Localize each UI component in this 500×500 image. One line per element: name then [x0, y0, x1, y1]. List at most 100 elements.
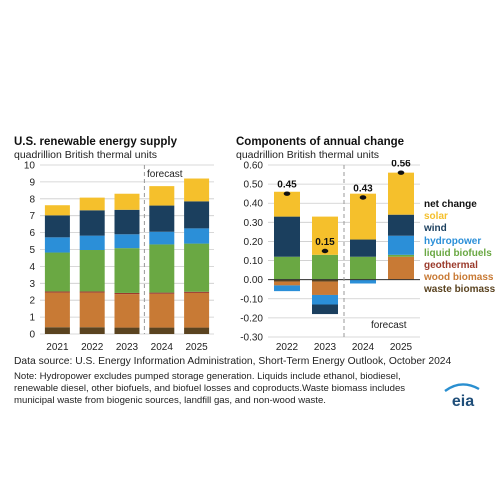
y-tick-label: 2 — [29, 296, 35, 307]
forecast-label: forecast — [371, 320, 407, 331]
y-tick-label: 10 — [24, 161, 36, 172]
bar-geothermal-2023 — [114, 292, 140, 295]
chart-legend: net change solar wind hydropower liquid … — [424, 199, 495, 297]
y-tick-label: 6 — [29, 228, 35, 239]
bar-wind-2022 — [79, 210, 105, 236]
bar-geothermal-2024 — [149, 292, 175, 294]
right-chart-subtitle: quadrillion British thermal units — [236, 149, 379, 161]
bar-hydropower-2024 — [350, 279, 376, 284]
bar-wind-2024 — [149, 205, 175, 232]
legend-geothermal: geothermal — [424, 260, 478, 272]
bar-hydropower-2021 — [44, 237, 70, 253]
bar-hydropower-2022 — [274, 285, 300, 292]
bar-hydropower-2023 — [114, 234, 140, 249]
bar-liquid-biofuels-2023 — [312, 254, 338, 280]
net-change-marker-2025 — [397, 170, 405, 175]
bar-solar-2023 — [312, 216, 338, 255]
bar-wind-2021 — [44, 215, 70, 238]
eia-logo: eia — [444, 383, 480, 410]
legend-solar: solar — [424, 211, 448, 223]
renewable-supply-chart: 0 1 2 3 4 5 6 7 8 9 10 2021 2022 2023 2024 2025 forecast — [24, 161, 214, 353]
bar-liquid-biofuels-2025 — [388, 254, 414, 257]
legend-liquid-biofuels: liquid biofuels — [424, 247, 492, 259]
bar-wind-2024 — [350, 239, 376, 257]
net-change-marker-2024 — [359, 195, 367, 200]
bar-liquid-biofuels-2021 — [44, 252, 70, 292]
bar-wood-biomass-2025 — [388, 256, 414, 280]
bar-solar-2024 — [350, 193, 376, 240]
net-change-label-2023: 0.15 — [315, 237, 335, 248]
bar-geothermal-2022 — [79, 291, 105, 293]
bar-wood-biomass-2024 — [149, 293, 175, 328]
bar-waste-biomass-2022 — [274, 279, 300, 282]
bar-wind-2023 — [114, 209, 140, 235]
bar-liquid-biofuels-2022 — [274, 256, 300, 280]
bar-wood-biomass-2022 — [79, 292, 105, 328]
y-tick-label: 8 — [29, 194, 35, 205]
bar-wood-biomass-2022 — [274, 281, 300, 286]
y-tick-label: 0.20 — [244, 237, 264, 248]
legend-waste-biomass: waste biomass — [424, 284, 496, 296]
y-tick-label: -0.10 — [240, 294, 263, 305]
y-tick-label: 4 — [29, 262, 35, 273]
net-change-marker-2023 — [321, 248, 329, 254]
x-tick-label: 2024 — [151, 342, 174, 353]
x-tick-label: 2023 — [314, 342, 337, 353]
bar-wood-biomass-2023 — [114, 294, 140, 328]
x-tick-label: 2025 — [390, 342, 413, 353]
bar-solar-2022 — [274, 191, 300, 217]
x-tick-label: 2024 — [352, 342, 375, 353]
left-chart-title: U.S. renewable energy supply — [14, 136, 177, 148]
bar-solar-2021 — [44, 205, 70, 216]
y-tick-label: 0.50 — [244, 180, 264, 191]
y-tick-label: -0.30 — [240, 333, 263, 344]
bar-hydropower-2025 — [388, 235, 414, 255]
bar-waste-biomass-2022 — [79, 327, 105, 334]
bar-wood-biomass-2021 — [44, 292, 70, 328]
annual-change-chart: -0.30 -0.20 -0.10 0.00 0.10 0.20 0.30 0.40 0.50 0… — [240, 160, 420, 353]
x-tick-label: 2025 — [185, 342, 208, 353]
net-change-marker-2022 — [283, 191, 291, 196]
bar-hydropower-2022 — [79, 235, 105, 251]
x-tick-label: 2023 — [116, 342, 139, 353]
y-tick-label: 0.00 — [244, 275, 264, 286]
bar-geothermal-2025 — [184, 291, 210, 293]
bar-waste-biomass-2023 — [114, 327, 140, 334]
bar-waste-biomass-2023 — [312, 279, 338, 282]
x-tick-label: 2022 — [276, 342, 299, 353]
note-text: Note: Hydropower excludes pumped storage… — [14, 371, 406, 406]
bar-solar-2025 — [388, 172, 414, 215]
bar-wind-2025 — [388, 214, 414, 236]
bar-solar-2023 — [114, 193, 140, 210]
bar-waste-biomass-2024 — [149, 327, 175, 334]
bar-liquid-biofuels-2024 — [149, 244, 175, 293]
bar-wind-2022 — [274, 216, 300, 257]
data-source-text: Data source: U.S. Energy Information Adm… — [14, 356, 452, 367]
y-tick-label: 0.40 — [244, 199, 264, 210]
right-chart-title: Components of annual change — [236, 136, 405, 148]
y-tick-label: 1 — [29, 313, 35, 324]
bar-hydropower-2024 — [149, 231, 175, 245]
bar-wind-2025 — [184, 201, 210, 229]
bar-solar-2024 — [149, 186, 175, 206]
bar-liquid-biofuels-2024 — [350, 256, 376, 280]
bar-waste-biomass-2025 — [184, 327, 210, 334]
bar-solar-2025 — [184, 178, 210, 202]
y-tick-label: 0.60 — [244, 161, 264, 172]
bar-liquid-biofuels-2023 — [114, 248, 140, 293]
bar-wood-biomass-2025 — [184, 292, 210, 328]
x-tick-label: 2022 — [81, 342, 104, 353]
bar-liquid-biofuels-2025 — [184, 243, 210, 292]
y-tick-label: 9 — [29, 177, 35, 188]
legend-wood-biomass: wood biomass — [424, 272, 494, 284]
left-chart-subtitle: quadrillion British thermal units — [14, 149, 157, 161]
net-change-label-2024: 0.43 — [353, 183, 373, 194]
y-tick-label: 0.10 — [244, 256, 264, 267]
forecast-label: forecast — [147, 169, 183, 180]
bar-solar-2022 — [79, 197, 105, 211]
bar-waste-biomass-2021 — [44, 327, 70, 334]
legend-hydropower: hydropower — [424, 235, 482, 247]
net-change-label-2022: 0.45 — [277, 180, 297, 191]
bar-hydropower-2025 — [184, 228, 210, 244]
bar-geothermal-2021 — [44, 291, 70, 293]
